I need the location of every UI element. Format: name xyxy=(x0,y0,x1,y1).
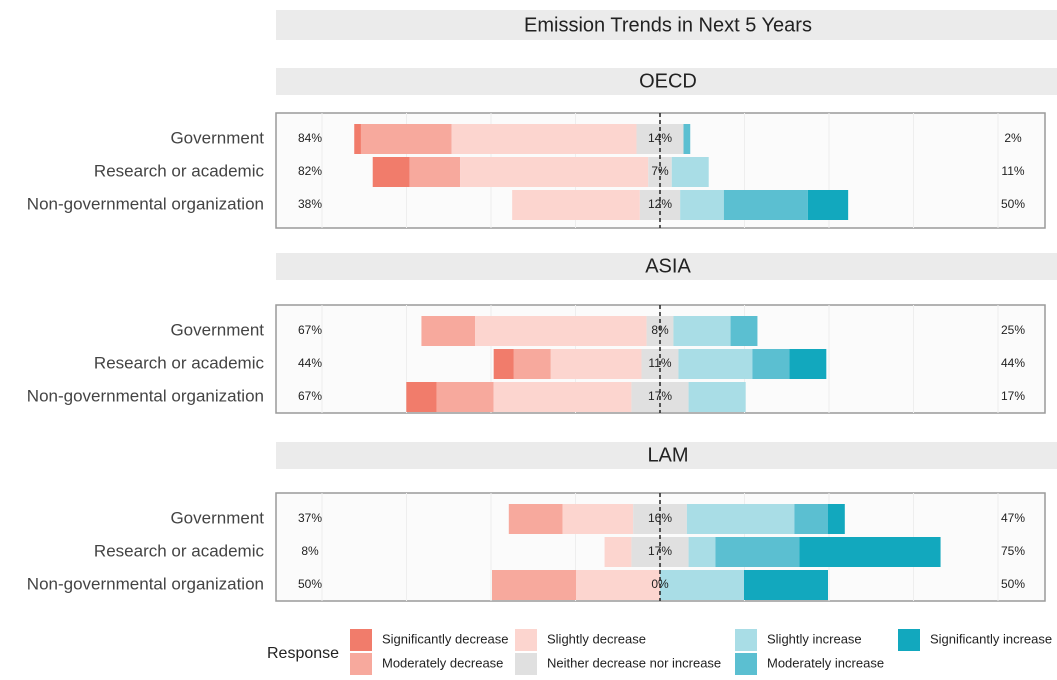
legend-swatch xyxy=(515,653,537,675)
bar-segment xyxy=(794,504,828,534)
bar-segment xyxy=(678,349,753,379)
legend-label: Neither decrease nor increase xyxy=(547,655,721,670)
left-total-label: 44% xyxy=(298,356,322,370)
bar-segment xyxy=(723,190,808,220)
bar-segment xyxy=(421,316,476,346)
bar-segment xyxy=(807,190,849,220)
bar-segment xyxy=(508,504,563,534)
panel-strip xyxy=(276,442,1057,469)
left-total-label: 8% xyxy=(301,544,319,558)
bar-segment xyxy=(673,316,731,346)
left-total-label: 67% xyxy=(298,389,322,403)
neutral-label: 16% xyxy=(648,511,672,525)
legend-label: Moderately decrease xyxy=(382,655,503,670)
chart-title: Emission Trends in Next 5 Years xyxy=(524,14,812,36)
bar-segment xyxy=(512,190,640,220)
category-label: Research or academic xyxy=(94,353,265,372)
panel-title: OECD xyxy=(639,70,697,92)
bar-segment xyxy=(492,570,576,600)
bar-segment xyxy=(730,316,758,346)
right-total-label: 2% xyxy=(1004,131,1022,145)
bar-segment xyxy=(576,570,660,600)
bar-segment xyxy=(744,570,828,600)
bar-segment xyxy=(688,382,746,412)
category-label: Research or academic xyxy=(94,541,265,560)
neutral-label: 14% xyxy=(648,131,672,145)
right-total-label: 75% xyxy=(1001,544,1025,558)
bar-segment xyxy=(550,349,642,379)
bar-segment xyxy=(360,124,452,154)
legend-swatch xyxy=(515,629,537,651)
bar-segment xyxy=(354,124,361,154)
category-label: Non-governmental organization xyxy=(27,574,264,593)
bar-segment xyxy=(752,349,790,379)
bar-segment xyxy=(660,570,744,600)
bar-segment xyxy=(493,382,632,412)
legend-label: Slightly decrease xyxy=(547,631,646,646)
neutral-label: 8% xyxy=(651,323,669,337)
category-label: Government xyxy=(170,128,264,147)
right-total-label: 17% xyxy=(1001,389,1025,403)
bar-segment xyxy=(562,504,634,534)
panel-title: LAM xyxy=(647,444,688,466)
legend-swatch xyxy=(735,629,757,651)
bar-segment xyxy=(372,157,410,187)
right-total-label: 47% xyxy=(1001,511,1025,525)
category-label: Non-governmental organization xyxy=(27,194,264,213)
bar-segment xyxy=(671,157,709,187)
bar-segment xyxy=(513,349,551,379)
bar-segment xyxy=(436,382,494,412)
bar-segment xyxy=(688,537,716,567)
left-total-label: 84% xyxy=(298,131,322,145)
bar-segment xyxy=(686,504,795,534)
category-label: Government xyxy=(170,320,264,339)
legend-label: Moderately increase xyxy=(767,655,884,670)
left-total-label: 50% xyxy=(298,577,322,591)
bar-segment xyxy=(680,190,724,220)
left-total-label: 38% xyxy=(298,197,322,211)
right-total-label: 50% xyxy=(1001,197,1025,211)
left-total-label: 82% xyxy=(298,164,322,178)
title-strip xyxy=(276,10,1057,40)
panel-title: ASIA xyxy=(645,255,691,277)
bar-segment xyxy=(409,157,461,187)
bar-segment xyxy=(451,124,637,154)
right-total-label: 25% xyxy=(1001,323,1025,337)
right-total-label: 44% xyxy=(1001,356,1025,370)
legend-swatch xyxy=(350,653,372,675)
legend-label: Significantly decrease xyxy=(382,631,508,646)
bar-segment xyxy=(604,537,632,567)
right-total-label: 11% xyxy=(1001,164,1024,178)
panel-strip xyxy=(276,68,1057,95)
bar-segment xyxy=(475,316,647,346)
bar-segment xyxy=(406,382,437,412)
right-total-label: 50% xyxy=(1001,577,1025,591)
legend-swatch xyxy=(898,629,920,651)
legend-label: Significantly increase xyxy=(930,631,1052,646)
legend-swatch xyxy=(350,629,372,651)
bar-segment xyxy=(789,349,827,379)
legend-title: Response xyxy=(267,645,339,662)
bar-segment xyxy=(799,537,941,567)
left-total-label: 37% xyxy=(298,511,322,525)
legend-swatch xyxy=(735,653,757,675)
panel-strip xyxy=(276,253,1057,280)
category-label: Government xyxy=(170,508,264,527)
category-label: Non-governmental organization xyxy=(27,386,264,405)
legend-label: Slightly increase xyxy=(767,631,862,646)
bar-segment xyxy=(460,157,649,187)
left-total-label: 67% xyxy=(298,323,322,337)
bar-segment xyxy=(715,537,800,567)
bar-segment xyxy=(828,504,845,534)
bar-segment xyxy=(493,349,514,379)
category-label: Research or academic xyxy=(94,161,265,180)
bar-segment xyxy=(683,124,691,154)
